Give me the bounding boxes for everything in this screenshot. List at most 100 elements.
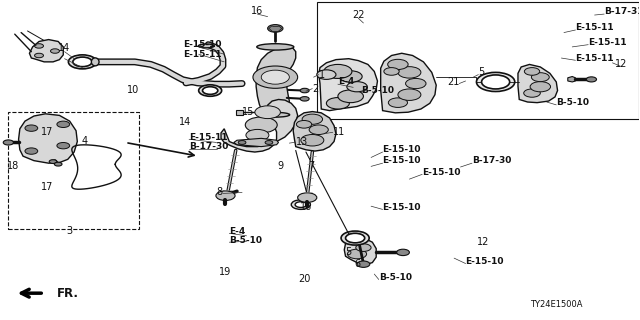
Circle shape bbox=[25, 125, 38, 131]
Text: E-15-10: E-15-10 bbox=[383, 203, 421, 212]
Text: 12: 12 bbox=[615, 60, 628, 69]
Circle shape bbox=[295, 202, 307, 207]
Text: 8: 8 bbox=[217, 188, 223, 197]
Circle shape bbox=[338, 90, 364, 103]
Circle shape bbox=[68, 55, 97, 69]
Ellipse shape bbox=[198, 44, 214, 48]
Text: E-15-10: E-15-10 bbox=[182, 40, 221, 49]
Text: 4: 4 bbox=[82, 136, 88, 146]
Text: FR.: FR. bbox=[57, 287, 79, 300]
Circle shape bbox=[481, 75, 509, 89]
Circle shape bbox=[35, 44, 44, 48]
Circle shape bbox=[49, 160, 57, 164]
Text: 17: 17 bbox=[40, 182, 53, 192]
Text: 19: 19 bbox=[220, 267, 232, 277]
Polygon shape bbox=[256, 47, 296, 117]
Circle shape bbox=[341, 231, 369, 245]
Circle shape bbox=[348, 249, 367, 259]
Circle shape bbox=[524, 68, 540, 75]
Text: 5: 5 bbox=[346, 247, 352, 257]
Text: 12: 12 bbox=[477, 237, 489, 247]
Circle shape bbox=[246, 129, 269, 141]
Text: 2: 2 bbox=[312, 84, 319, 94]
Circle shape bbox=[3, 140, 13, 145]
Polygon shape bbox=[319, 59, 378, 111]
Text: TY24E1500A: TY24E1500A bbox=[530, 300, 582, 309]
Ellipse shape bbox=[257, 44, 294, 50]
Circle shape bbox=[268, 25, 283, 32]
Circle shape bbox=[54, 162, 62, 166]
Polygon shape bbox=[381, 53, 436, 113]
Polygon shape bbox=[221, 100, 298, 152]
Circle shape bbox=[339, 71, 362, 82]
Text: B-17-30: B-17-30 bbox=[472, 156, 511, 165]
Text: 5: 5 bbox=[478, 68, 484, 77]
Text: E-15-10: E-15-10 bbox=[466, 257, 504, 266]
Circle shape bbox=[347, 82, 367, 92]
Polygon shape bbox=[234, 138, 278, 147]
Circle shape bbox=[398, 89, 421, 100]
Circle shape bbox=[530, 82, 550, 92]
Circle shape bbox=[326, 98, 349, 109]
Text: B-17-30: B-17-30 bbox=[189, 142, 228, 151]
Circle shape bbox=[218, 191, 233, 199]
Circle shape bbox=[476, 72, 515, 92]
Circle shape bbox=[51, 49, 60, 53]
Text: 6: 6 bbox=[354, 259, 360, 268]
Text: E-15-10: E-15-10 bbox=[422, 168, 461, 177]
Circle shape bbox=[202, 87, 218, 94]
Text: 14: 14 bbox=[58, 44, 70, 53]
Circle shape bbox=[296, 121, 312, 128]
Circle shape bbox=[357, 261, 370, 268]
Text: 16: 16 bbox=[300, 202, 312, 212]
Text: E-4: E-4 bbox=[338, 77, 354, 86]
Circle shape bbox=[324, 64, 352, 78]
Circle shape bbox=[317, 70, 336, 79]
Circle shape bbox=[356, 244, 371, 252]
Circle shape bbox=[57, 121, 70, 127]
Text: E-15-11: E-15-11 bbox=[575, 23, 614, 32]
Text: E-15-10: E-15-10 bbox=[383, 145, 421, 154]
Text: E-15-11: E-15-11 bbox=[575, 53, 614, 62]
Ellipse shape bbox=[92, 58, 99, 66]
Circle shape bbox=[586, 77, 596, 82]
Circle shape bbox=[253, 66, 298, 88]
Circle shape bbox=[397, 249, 410, 256]
Text: B-5-10: B-5-10 bbox=[379, 273, 412, 282]
Text: 9: 9 bbox=[278, 161, 284, 172]
Polygon shape bbox=[568, 76, 575, 82]
Text: B-17-31: B-17-31 bbox=[604, 7, 640, 16]
Circle shape bbox=[384, 68, 399, 75]
Circle shape bbox=[388, 98, 408, 108]
Ellipse shape bbox=[261, 112, 290, 117]
Circle shape bbox=[298, 193, 317, 202]
Circle shape bbox=[300, 88, 309, 93]
Circle shape bbox=[198, 85, 221, 96]
Text: 1: 1 bbox=[319, 70, 325, 80]
Text: 13: 13 bbox=[296, 137, 308, 147]
Text: 22: 22 bbox=[352, 10, 365, 20]
Text: B-5-10: B-5-10 bbox=[229, 236, 262, 245]
Text: B-5-10: B-5-10 bbox=[556, 98, 589, 107]
Circle shape bbox=[406, 78, 426, 89]
Circle shape bbox=[301, 134, 324, 146]
Polygon shape bbox=[19, 114, 77, 163]
Circle shape bbox=[73, 57, 92, 67]
Text: E-15-11: E-15-11 bbox=[182, 50, 221, 59]
Polygon shape bbox=[518, 64, 557, 103]
Text: 18: 18 bbox=[7, 161, 20, 171]
Circle shape bbox=[291, 200, 310, 209]
Circle shape bbox=[25, 148, 38, 154]
Circle shape bbox=[309, 125, 328, 134]
Text: E-15-11: E-15-11 bbox=[588, 38, 627, 47]
Circle shape bbox=[35, 53, 44, 58]
Text: 17: 17 bbox=[40, 127, 53, 137]
Circle shape bbox=[265, 140, 273, 144]
Bar bbox=[8, 112, 140, 228]
Text: 11: 11 bbox=[333, 127, 345, 137]
Text: 3: 3 bbox=[67, 226, 73, 236]
Circle shape bbox=[302, 114, 323, 124]
Text: 10: 10 bbox=[127, 85, 139, 95]
Text: 7: 7 bbox=[308, 161, 315, 172]
Circle shape bbox=[531, 73, 549, 82]
